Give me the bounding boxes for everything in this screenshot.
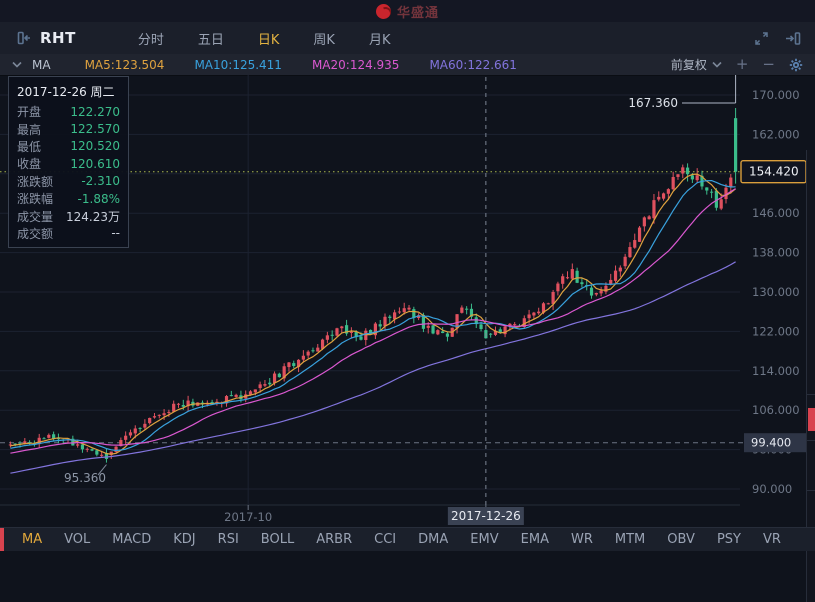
svg-text:167.360: 167.360 bbox=[628, 96, 678, 110]
svg-text:122.000: 122.000 bbox=[752, 324, 800, 338]
ma-legend-item-2: MA10:125.411 bbox=[194, 57, 282, 72]
right-dock-red-marker[interactable] bbox=[808, 408, 815, 431]
candlestick-chart[interactable]: 170.000 162.000 146.000 138.000 130.000 122.0… bbox=[0, 75, 815, 527]
indicator-tab-obv[interactable]: OBV bbox=[667, 532, 695, 547]
svg-text:114.000: 114.000 bbox=[752, 364, 800, 378]
ma-legend: MA5:123.504 MA10:125.411 MA20:124.935 MA60:… bbox=[85, 58, 517, 72]
indicator-tab-emv[interactable]: EMV bbox=[470, 532, 499, 547]
collapse-left-icon[interactable] bbox=[16, 30, 32, 46]
tooltip-row: 最低 120.520 bbox=[17, 139, 120, 154]
tabbar-icons bbox=[754, 31, 801, 46]
indicator-tab-rsi[interactable]: RSI bbox=[217, 532, 239, 547]
indicator-tab-arbr[interactable]: ARBR bbox=[316, 532, 353, 547]
ma-legend-item-4: MA60:122.661 bbox=[429, 57, 517, 72]
zoom-out-button[interactable]: − bbox=[762, 55, 775, 73]
svg-text:146.000: 146.000 bbox=[752, 206, 800, 220]
indicator-tab-dma[interactable]: DMA bbox=[418, 532, 449, 547]
zoom-in-button[interactable]: + bbox=[735, 55, 749, 73]
chart-area: 170.000 162.000 146.000 138.000 130.000 122.0… bbox=[0, 75, 815, 602]
indicator-tab-cci[interactable]: CCI bbox=[374, 532, 397, 547]
app-logo-flame-icon bbox=[375, 3, 391, 19]
tooltip-row: 成交量 124.23万 bbox=[17, 209, 120, 224]
tooltip-row: 涨跌额 -2.310 bbox=[17, 174, 120, 189]
period-tab-5[interactable]: 月K bbox=[368, 32, 391, 48]
svg-text:95.360: 95.360 bbox=[64, 471, 106, 485]
tooltip-row: 涨跌幅 -1.88% bbox=[17, 191, 120, 207]
app-window: 华盛通 RHT 分时 五日 日K 周K 月K bbox=[0, 0, 815, 551]
svg-text:2017-12-26: 2017-12-26 bbox=[451, 509, 521, 523]
indicator-bar: MA MA5:123.504 MA10:125.411 MA20:124.935 MA… bbox=[0, 54, 815, 76]
app-title: 华盛通 bbox=[396, 5, 439, 21]
ma-legend-item-1: MA5:123.504 bbox=[84, 57, 165, 72]
period-tab-4[interactable]: 周K bbox=[313, 32, 335, 48]
adjust-type-dropdown[interactable]: 前复权 bbox=[671, 56, 722, 73]
symbol-name[interactable]: RHT bbox=[40, 29, 76, 47]
tooltip-row: 开盘 122.270 bbox=[17, 104, 120, 120]
gear-icon[interactable] bbox=[789, 58, 803, 72]
indicator-tab-macd[interactable]: MACD bbox=[112, 532, 152, 547]
bottom-indicator-tabs: MA VOL MACD KDJ RSI BOLL ARBR CCI DMA EMV EMA WR MTM… bbox=[0, 527, 815, 551]
indicator-tab-ema[interactable]: EMA bbox=[520, 532, 549, 547]
indicator-tab-vol[interactable]: VOL bbox=[64, 532, 91, 547]
expand-icon[interactable] bbox=[754, 31, 769, 46]
svg-text:138.000: 138.000 bbox=[752, 246, 800, 260]
svg-text:106.000: 106.000 bbox=[752, 403, 800, 417]
indicator-tab-psy[interactable]: PSY bbox=[716, 532, 741, 547]
tooltip-date: 2017-12-26 周二 bbox=[17, 85, 115, 99]
chevron-down-icon[interactable] bbox=[12, 61, 22, 68]
svg-text:170.000: 170.000 bbox=[752, 88, 800, 102]
indicator-bar-right: 前复权 + − bbox=[671, 56, 803, 73]
indicator-tab-wr[interactable]: WR bbox=[570, 532, 593, 547]
ma-legend-item-3: MA20:124.935 bbox=[311, 57, 400, 72]
indicator-tab-kdj[interactable]: KDJ bbox=[173, 532, 196, 547]
indicator-tab-vr[interactable]: VR bbox=[763, 532, 781, 547]
tooltip-row: 收盘 120.610 bbox=[17, 156, 120, 172]
ohlc-tooltip: 2017-12-26 周二 开盘 122.270 最高 122.570 最低 120.52… bbox=[8, 76, 129, 249]
tooltip-row: 成交额 -- bbox=[17, 226, 120, 241]
svg-text:154.420: 154.420 bbox=[749, 165, 799, 179]
svg-text:99.400: 99.400 bbox=[751, 436, 791, 450]
adjust-type-label: 前复权 bbox=[670, 58, 707, 72]
title-bar: 华盛通 bbox=[0, 0, 815, 22]
bottom-left-red-marker bbox=[0, 528, 4, 551]
svg-text:130.000: 130.000 bbox=[752, 285, 800, 299]
indicator-tab-boll[interactable]: BOLL bbox=[260, 532, 295, 547]
right-dock-strip[interactable] bbox=[806, 150, 815, 602]
chevron-down-icon bbox=[712, 61, 722, 68]
popout-icon[interactable] bbox=[785, 31, 801, 46]
svg-text:90.000: 90.000 bbox=[752, 482, 792, 496]
indicator-name[interactable]: MA bbox=[32, 57, 51, 72]
period-tab-1[interactable]: 分时 bbox=[137, 32, 164, 48]
indicator-tab-ma[interactable]: MA bbox=[22, 532, 43, 547]
period-tab-3[interactable]: 日K bbox=[257, 32, 280, 48]
period-tab-bar: RHT 分时 五日 日K 周K 月K bbox=[0, 22, 815, 55]
tooltip-row: 最高 122.570 bbox=[17, 122, 120, 137]
indicator-tab-mtm[interactable]: MTM bbox=[614, 532, 646, 547]
svg-text:162.000: 162.000 bbox=[752, 127, 800, 141]
period-tab-2[interactable]: 五日 bbox=[197, 32, 224, 48]
svg-text:2017-10: 2017-10 bbox=[224, 510, 272, 524]
period-tabs: 分时 五日 日K 周K 月K bbox=[138, 29, 391, 48]
